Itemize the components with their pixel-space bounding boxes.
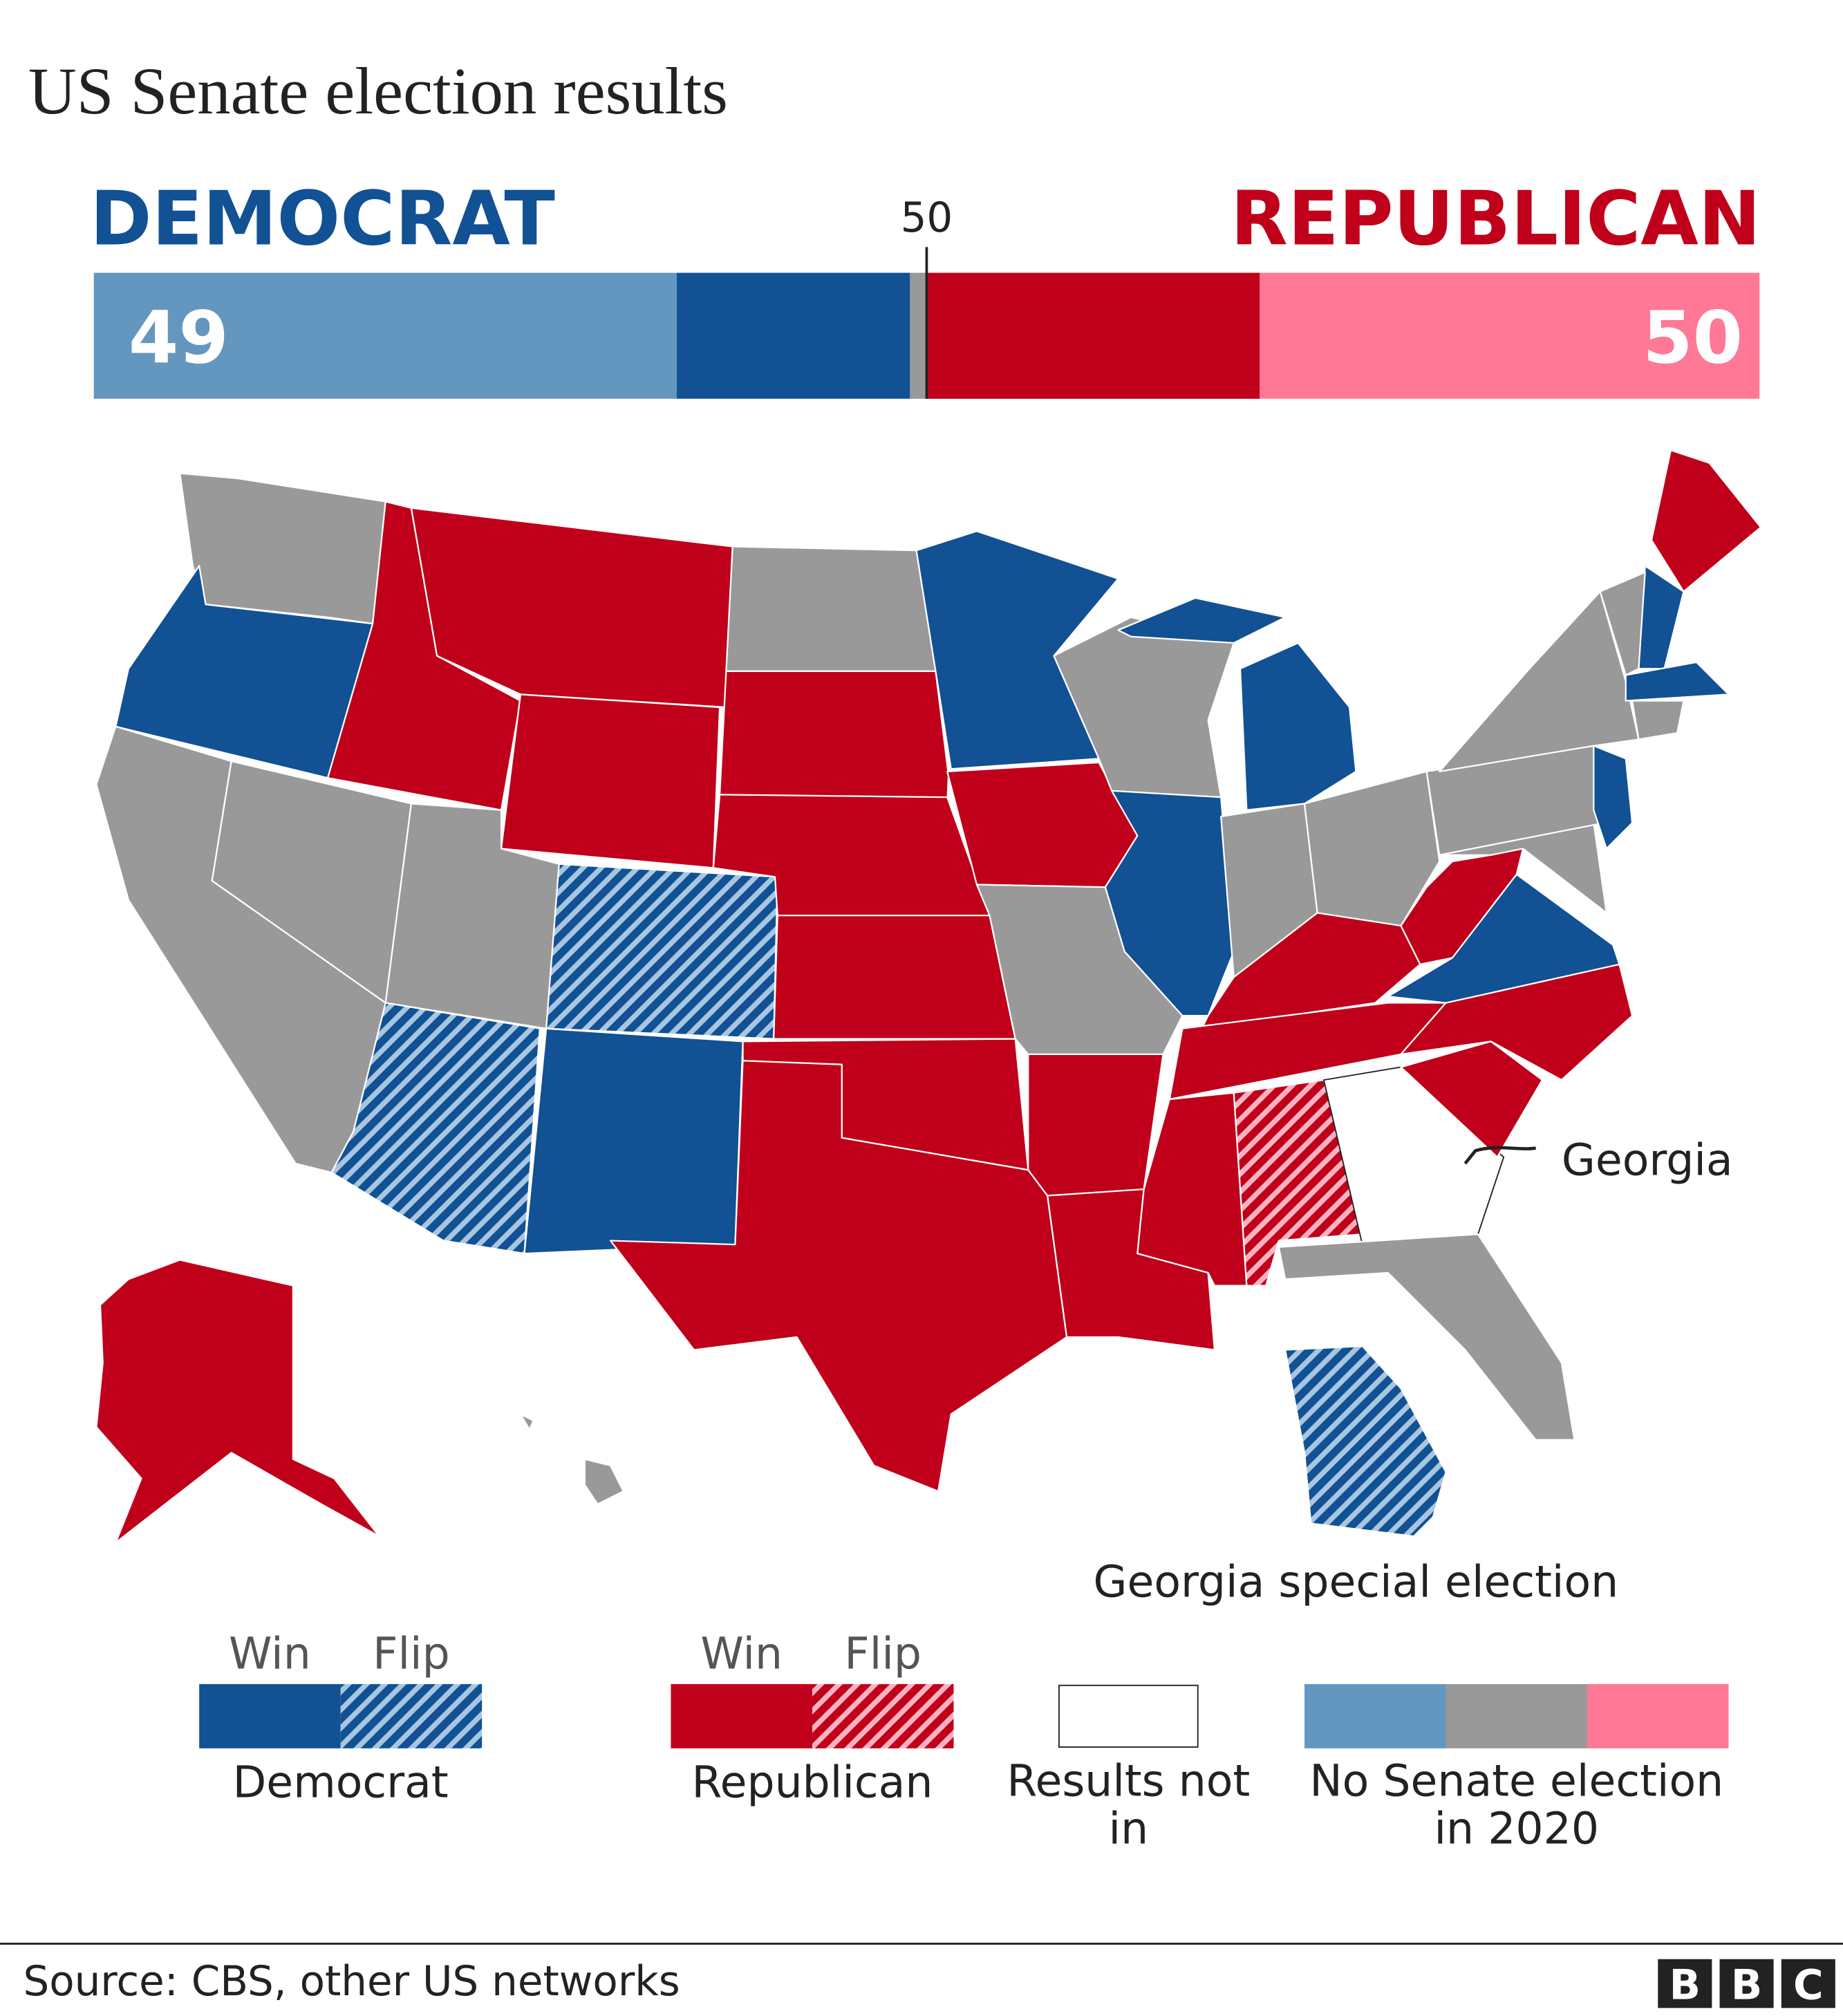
state (1239, 642, 1357, 811)
state (609, 1060, 1068, 1493)
legend-swatch (199, 1683, 341, 1748)
us-map (95, 449, 1762, 1544)
legend-label: Win (700, 1628, 783, 1679)
legend-swatch (812, 1683, 954, 1748)
state (523, 1027, 744, 1255)
legend-swatch (1587, 1683, 1729, 1748)
legend-label: Win (229, 1628, 311, 1679)
state (545, 863, 778, 1040)
seat-segment (1260, 272, 1760, 399)
state (1278, 1233, 1575, 1441)
legend-swatch (340, 1683, 483, 1748)
legend-label: Results not in (1007, 1758, 1251, 1856)
legend: Win Flip Democrat Win Flip Republican Re… (199, 1628, 1729, 1856)
annotation: Georgia special election (1094, 1556, 1619, 1607)
annotation: Georgia (1562, 1135, 1733, 1186)
state (500, 693, 721, 869)
state (519, 1413, 534, 1430)
logo-box (1719, 1959, 1774, 2008)
state (179, 472, 386, 625)
state (1322, 1066, 1505, 1246)
seat-total: 50 (1643, 296, 1743, 380)
state (725, 545, 937, 673)
legend-swatch (1304, 1683, 1446, 1748)
logo-letter: C (1793, 1961, 1824, 2009)
state (1593, 745, 1634, 850)
legend-swatch (1446, 1683, 1588, 1748)
source: Source: CBS, other US networks (23, 1958, 680, 2006)
seat-segment (93, 272, 677, 399)
legend-label: No Senate election in 2020 (1309, 1758, 1724, 1856)
legend-label: Republican (692, 1757, 933, 1808)
seat-segment (926, 272, 1260, 399)
party-label: REPUBLICAN (1231, 176, 1761, 263)
party-label: DEMOCRAT (90, 176, 555, 263)
state (773, 915, 1016, 1040)
state (1027, 1053, 1164, 1197)
majority-label: 50 (901, 194, 953, 242)
state (95, 1259, 380, 1544)
state (583, 1458, 624, 1505)
state (719, 670, 950, 805)
legend-label: Flip (844, 1628, 921, 1679)
state (1650, 449, 1762, 592)
state (1303, 770, 1441, 927)
state (1625, 661, 1730, 702)
logo-box (1658, 1959, 1712, 2008)
state (1599, 571, 1646, 676)
state (1400, 1040, 1544, 1158)
legend-swatch (1058, 1684, 1199, 1748)
state (330, 1002, 541, 1255)
seat-total: 49 (129, 296, 229, 380)
legend-label-box: Results not in (1007, 1758, 1251, 1856)
seat-segment (677, 272, 910, 399)
state (1117, 597, 1287, 644)
legend-swatch (671, 1683, 812, 1748)
legend-label: Democrat (233, 1757, 449, 1808)
legend-label-box: No Senate election in 2020 (1309, 1758, 1724, 1856)
logo-letter: B (1669, 1961, 1701, 2009)
seat-segment (910, 272, 927, 399)
logo-box (1781, 1959, 1835, 2008)
state (1631, 700, 1685, 740)
legend-label: Flip (373, 1628, 450, 1679)
state (1284, 1345, 1447, 1538)
pointer-arrow (1463, 1146, 1536, 1165)
logo-letter: B (1731, 1961, 1762, 2009)
title: US Senate election results (28, 54, 728, 128)
